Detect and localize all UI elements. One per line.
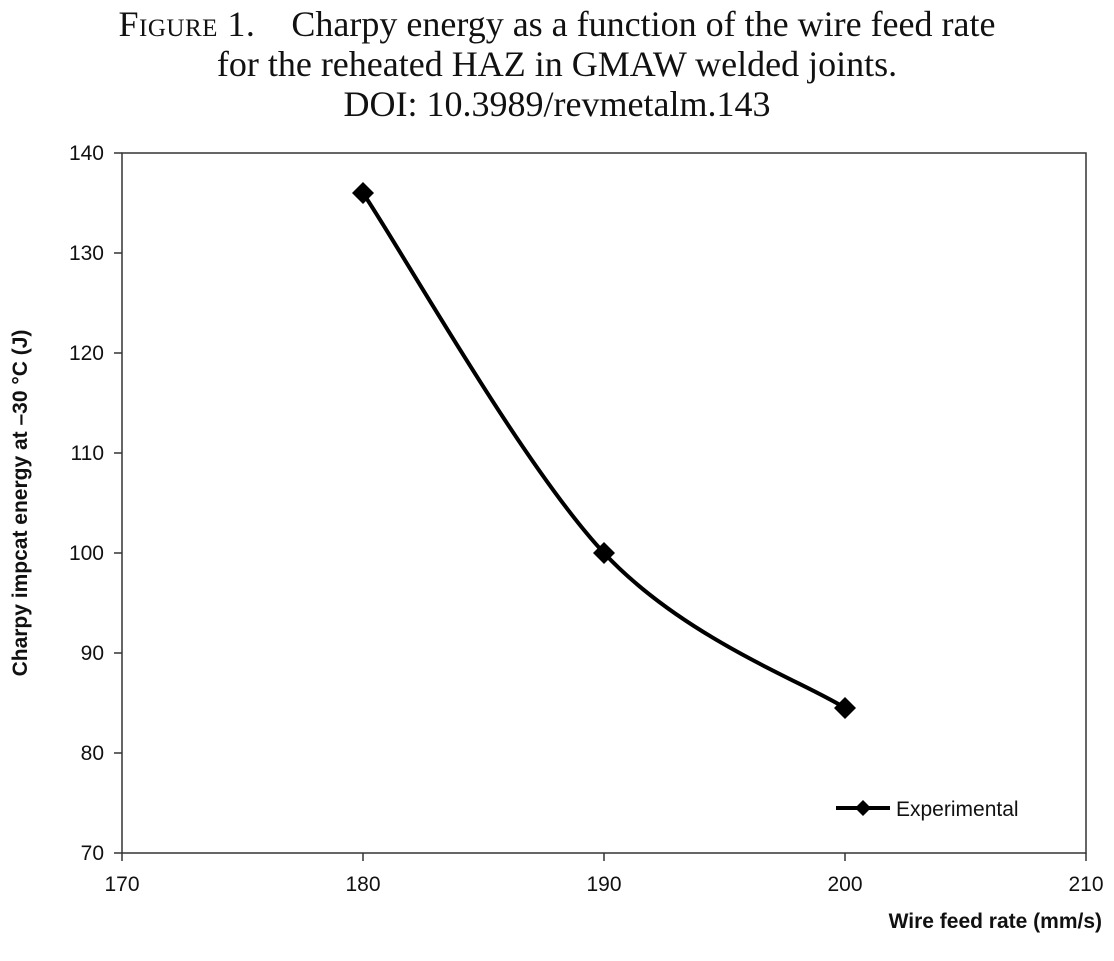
data-point-marker xyxy=(352,182,374,204)
legend: Experimental xyxy=(836,798,1019,821)
plot-area-frame xyxy=(121,152,1087,854)
y-tick-label: 70 xyxy=(81,842,104,865)
y-tick-label: 120 xyxy=(69,342,104,365)
y-tick-label: 140 xyxy=(69,142,104,165)
y-axis-ticks: 70 80 90 100 110 120 130 140 xyxy=(69,142,122,865)
x-axis-label: Wire feed rate (mm/s) xyxy=(889,910,1102,933)
x-tick-label: 180 xyxy=(345,873,380,896)
x-tick-label: 170 xyxy=(104,873,139,896)
x-tick-label: 190 xyxy=(586,873,621,896)
y-tick-label: 90 xyxy=(81,642,104,665)
y-tick-label: 110 xyxy=(71,442,104,465)
data-point-marker xyxy=(593,542,615,564)
legend-label-experimental: Experimental xyxy=(896,798,1019,821)
caption-title: Charpy energy as a function of the wire … xyxy=(291,4,996,44)
caption-doi: DOI: 10.3989/revmetalm.143 xyxy=(343,84,771,124)
x-tick-label: 210 xyxy=(1068,873,1103,896)
y-tick-label: 80 xyxy=(81,742,104,765)
legend-marker-swatch xyxy=(855,800,871,816)
caption-line-2: for the reheated HAZ in GMAW welded join… xyxy=(216,44,898,84)
series-line-experimental xyxy=(361,191,847,710)
x-tick-label: 200 xyxy=(827,873,862,896)
y-tick-label: 130 xyxy=(69,242,104,265)
y-axis-label: Charpy impcat energy at –30 °C (J) xyxy=(9,330,32,677)
x-axis-ticks: 170 180 190 200 210 xyxy=(104,853,1104,896)
y-tick-label: 100 xyxy=(69,542,104,565)
figure-caption: Figure 1. Charpy energy as a function of… xyxy=(0,4,1114,124)
caption-line-1: Figure 1. Charpy energy as a function of… xyxy=(0,4,1114,44)
series-markers xyxy=(352,182,856,719)
data-point-marker xyxy=(834,697,856,719)
caption-figure-label: Figure 1. xyxy=(118,4,256,44)
